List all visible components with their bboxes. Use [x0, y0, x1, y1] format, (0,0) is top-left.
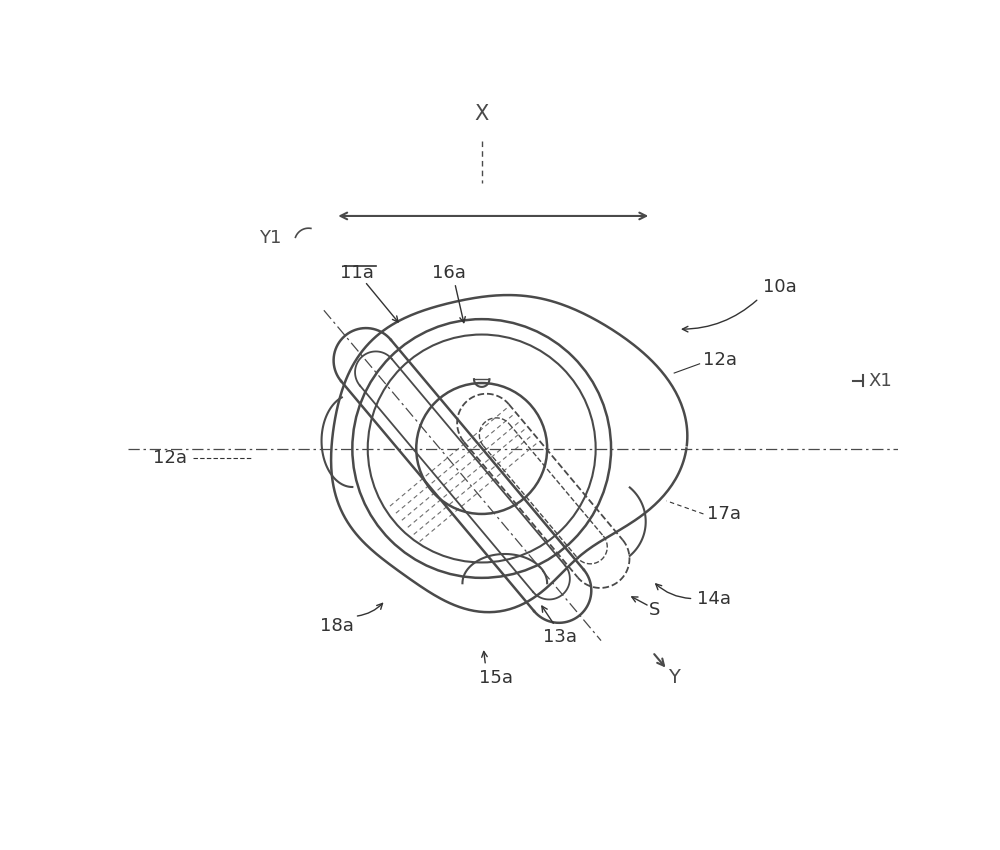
Text: 11a: 11a [340, 264, 374, 282]
Text: Y: Y [668, 668, 680, 687]
Text: 18a: 18a [320, 616, 354, 635]
Text: S: S [649, 601, 661, 619]
Text: X: X [475, 104, 489, 123]
Text: 15a: 15a [479, 669, 513, 687]
Text: 13a: 13a [543, 628, 577, 646]
Text: 14a: 14a [697, 590, 731, 608]
Text: 16a: 16a [432, 264, 466, 282]
Text: 12a: 12a [703, 351, 737, 369]
Text: 17a: 17a [707, 505, 741, 523]
Text: X1: X1 [868, 371, 892, 390]
Text: Y1: Y1 [259, 230, 282, 247]
Text: 12a: 12a [153, 449, 187, 467]
Text: 10a: 10a [763, 278, 796, 296]
